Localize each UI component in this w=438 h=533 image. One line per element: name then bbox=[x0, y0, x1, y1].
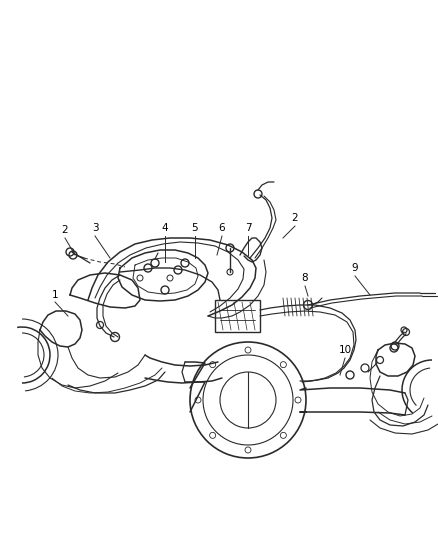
Text: 6: 6 bbox=[218, 223, 225, 233]
Text: 4: 4 bbox=[161, 223, 168, 233]
Text: 3: 3 bbox=[92, 223, 98, 233]
Text: 10: 10 bbox=[338, 345, 351, 355]
Text: 7: 7 bbox=[244, 223, 251, 233]
Text: 2: 2 bbox=[62, 225, 68, 235]
Bar bbox=[215, 300, 259, 332]
Text: 5: 5 bbox=[191, 223, 198, 233]
Text: 2: 2 bbox=[291, 213, 298, 223]
Text: 9: 9 bbox=[351, 263, 357, 273]
Text: 1: 1 bbox=[52, 290, 58, 300]
Text: 8: 8 bbox=[301, 273, 307, 283]
